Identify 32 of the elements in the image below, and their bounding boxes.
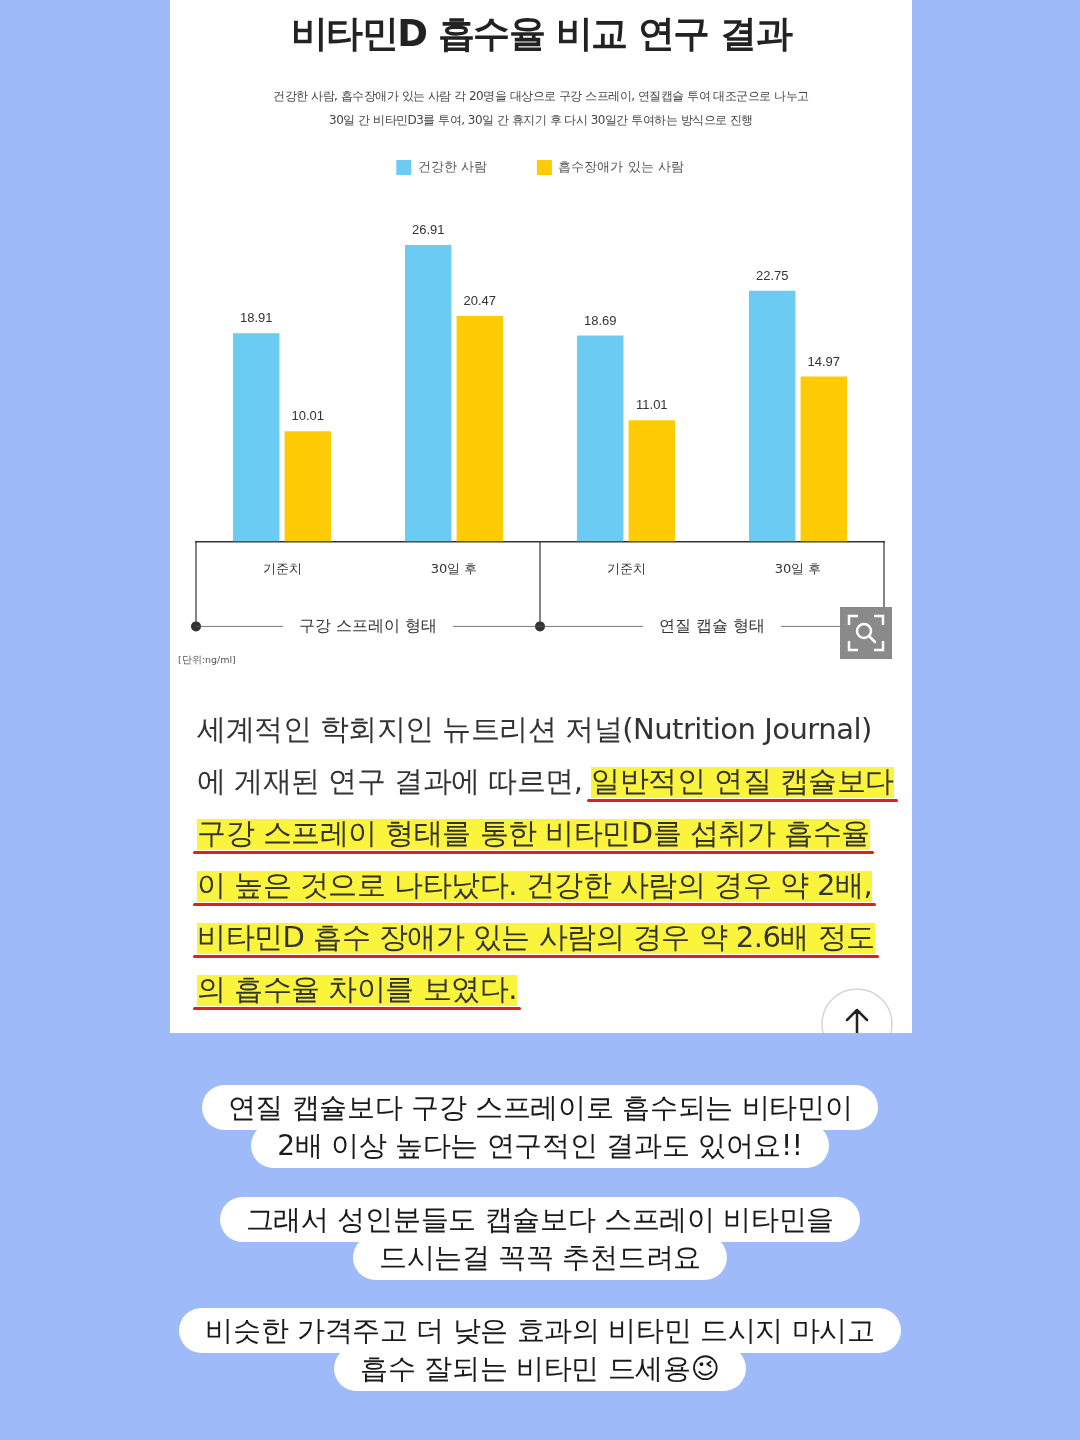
data-label: 18.69 — [583, 312, 617, 328]
x-tick-label: 30일 후 — [430, 560, 478, 576]
bar — [404, 245, 452, 542]
chart-title: 비타민D 흡수율 비교 연구 결과 — [289, 11, 793, 57]
data-label: 18.91 — [239, 310, 273, 326]
x-tick-label: 기준치 — [262, 560, 302, 576]
chart-subtitle: 건강한 사람, 흡수장애가 있는 사람 각 20명을 대상으로 구강 스프레이, 연질캡슐 투여 대조군으로 나누고 30일 간 비타민D3를 투여, 30일 간 휴지기 후 다시 30일간 투여하는 방식으로 진행 — [272, 88, 810, 129]
text: 비슷한 가격주고 더 낮은 효과의 비타민 드시지 마시고 흡수 잘되는 비타민 드세용😉 — [204, 1313, 876, 1387]
bar — [576, 335, 624, 542]
x-tick-label: 30일 후 — [774, 560, 822, 576]
data-label: 11.01 — [636, 397, 668, 413]
text: 세계적인 학회지인 뉴트리션 저널(Nutrition Journal)에 게재된 연구 결과에 따르면, 일반적인 연질 캡슐보다 — [197, 712, 894, 798]
x-tick-label: 기준치 — [606, 560, 646, 576]
bar — [800, 376, 848, 542]
legend-label: 건강한 사람 — [417, 158, 487, 174]
bar — [284, 431, 332, 542]
data-label: 20.47 — [463, 293, 497, 309]
data-label: 26.91 — [411, 222, 445, 238]
text: 그래서 성인분들도 캡슐보다 스프레이 비타민을 드시는걸 꼭꼭 추천드려요 — [244, 1202, 836, 1276]
bar — [232, 333, 280, 542]
text: [단위:ng/ml] — [178, 654, 236, 667]
data-label: 22.75 — [755, 267, 789, 283]
text: 구강 스프레이 형태를 통한 비타민D를 섭취가 흡수율이 높은 것으로 나타났다. 건강한 사람의 경우 약 2배, 비타민D 흡수 장애가 있는 사람의 경우 약 2.6배 정도의 흡수율 차이를 보였다. — [197, 816, 875, 1006]
bar — [456, 315, 504, 542]
bar — [748, 290, 796, 542]
text: 연질 캡슐 형태 — [658, 615, 766, 635]
text: 구강 스프레이 형태 — [298, 615, 438, 635]
text: 연질 캡슐보다 구강 스프레이로 흡수되는 비타민이 2배 이상 높다는 연구적인 결과도 있어요!! — [226, 1090, 854, 1164]
legend-label: 흡수장애가 있는 사람 — [558, 158, 684, 174]
data-label: 10.01 — [291, 408, 325, 424]
data-label: 14.97 — [807, 353, 841, 369]
bar — [628, 420, 676, 542]
